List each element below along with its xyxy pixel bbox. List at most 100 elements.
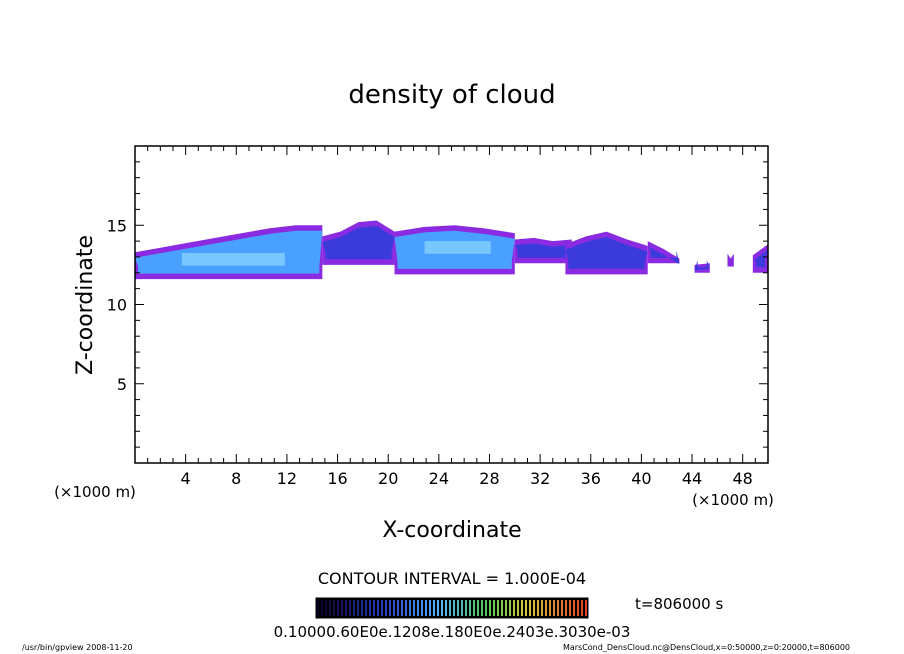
chart-title: density of cloud	[348, 80, 555, 110]
colorbar-swatch	[561, 600, 563, 616]
colorbar-swatch	[421, 600, 423, 616]
colorbar-swatch	[477, 600, 479, 616]
colorbar-swatch	[509, 600, 511, 616]
colorbar-swatch	[521, 600, 523, 616]
footer-source: MarsCond_DensCloud.nc@DensCloud,x=0:5000…	[563, 643, 850, 652]
x-tick-label: 36	[581, 469, 601, 488]
colorbar-swatch	[481, 600, 483, 616]
colorbar-swatch	[325, 600, 327, 616]
x-tick-label: 4	[181, 469, 191, 488]
x-tick-label: 44	[682, 469, 702, 488]
contour-interval-text: CONTOUR INTERVAL = 1.000E-04	[318, 569, 586, 588]
y-tick-label: 15	[107, 216, 127, 235]
colorbar-swatch	[349, 600, 351, 616]
colorbar-swatch	[373, 600, 375, 616]
colorbar-swatch	[405, 600, 407, 616]
colorbar-swatch	[329, 600, 331, 616]
colorbar-swatch	[385, 600, 387, 616]
colorbar-swatch	[365, 600, 367, 616]
colorbar-labels: 0.10000.60E0e.1208e.180E0e.2403e.3030e-0…	[274, 623, 631, 641]
colorbar-swatch	[413, 600, 415, 616]
x-axis-label: X-coordinate	[382, 518, 521, 543]
cloud-region	[727, 253, 734, 267]
colorbar-swatch	[409, 600, 411, 616]
colorbar-swatch	[317, 600, 319, 616]
colorbar-swatch	[345, 600, 347, 616]
colorbar-frame	[315, 597, 589, 619]
x-tick-labels: 4 8 12 16 20 24 28 32 36 40 44 48	[181, 469, 753, 488]
colorbar-swatch	[397, 600, 399, 616]
colorbar-swatch	[457, 600, 459, 616]
colorbar-swatch	[341, 600, 343, 616]
colorbar-swatch	[321, 600, 323, 616]
colorbar-swatch	[441, 600, 443, 616]
x-tick-label: 16	[327, 469, 347, 488]
colorbar-swatch	[565, 600, 567, 616]
colorbar-swatch	[461, 600, 463, 616]
cloud-region-peak	[181, 252, 285, 266]
colorbar-swatch	[513, 600, 515, 616]
colorbar-swatch	[557, 600, 559, 616]
colorbar-swatch	[581, 600, 583, 616]
colorbar	[316, 598, 589, 618]
colorbar-swatch	[357, 600, 359, 616]
colorbar-swatch	[493, 600, 495, 616]
x-tick-label: 48	[733, 469, 753, 488]
colorbar-swatch	[381, 600, 383, 616]
colorbar-swatch	[545, 600, 547, 616]
time-label: t=806000 s	[635, 595, 723, 613]
x-tick-label: 8	[231, 469, 241, 488]
colorbar-swatch	[453, 600, 455, 616]
colorbar-swatch	[429, 600, 431, 616]
x-tick-label: 40	[631, 469, 651, 488]
colorbar-swatch	[445, 600, 447, 616]
cloud-region-core	[694, 260, 710, 271]
footer-program: /usr/bin/gpview 2008-11-20	[22, 643, 133, 652]
colorbar-swatch	[377, 600, 379, 616]
colorbar-swatch	[505, 600, 507, 616]
x-tick-label: 24	[429, 469, 449, 488]
colorbar-swatch	[401, 600, 403, 616]
colorbar-swatch	[425, 600, 427, 616]
x-tick-label: 32	[530, 469, 550, 488]
cloud-region-core	[514, 243, 572, 258]
colorbar-swatch	[337, 600, 339, 616]
colorbar-swatch	[437, 600, 439, 616]
colorbar-swatch	[537, 600, 539, 616]
y-axis-label: Z-coordinate	[73, 235, 98, 375]
cloud-region-core	[565, 237, 648, 269]
colorbar-swatch	[489, 600, 491, 616]
x-tick-label: 12	[277, 469, 297, 488]
x-tick-label: 28	[479, 469, 499, 488]
colorbar-swatch	[369, 600, 371, 616]
colorbar-swatch	[393, 600, 395, 616]
y-tick-label: 10	[107, 296, 127, 315]
cloud-region-core	[322, 226, 395, 260]
colorbar-swatch	[465, 600, 467, 616]
y-tick-label: 5	[117, 375, 127, 394]
colorbar-swatch	[389, 600, 391, 616]
colorbar-swatch	[585, 600, 587, 616]
axis-ticks	[135, 146, 768, 463]
colorbar-swatch	[517, 600, 519, 616]
x-unit-label-right: (×1000 m)	[692, 491, 774, 509]
colorbar-swatch	[433, 600, 435, 616]
colorbar-swatch	[541, 600, 543, 616]
colorbar-swatch	[553, 600, 555, 616]
colorbar-swatch	[473, 600, 475, 616]
colorbar-swatch	[449, 600, 451, 616]
colorbar-swatch	[529, 600, 531, 616]
colorbar-swatch	[469, 600, 471, 616]
colorbar-swatch	[525, 600, 527, 616]
colorbar-swatch	[333, 600, 335, 616]
colorbar-swatch	[485, 600, 487, 616]
colorbar-swatch	[577, 600, 579, 616]
colorbar-swatch	[533, 600, 535, 616]
colorbar-swatch	[549, 600, 551, 616]
cloud-field	[135, 220, 768, 280]
cloud-region-core	[752, 249, 768, 268]
colorbar-swatch	[417, 600, 419, 616]
colorbar-swatch	[573, 600, 575, 616]
colorbar-swatch	[497, 600, 499, 616]
